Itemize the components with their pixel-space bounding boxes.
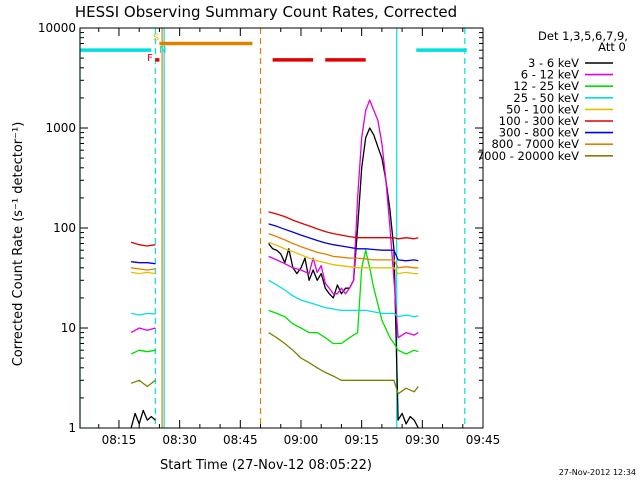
flag-label-night: N bbox=[159, 45, 166, 56]
series-line-segment bbox=[130, 409, 156, 429]
legend-label: 3 - 6 keV bbox=[528, 56, 579, 70]
series-line-segment bbox=[130, 327, 156, 334]
flag-label-flare: F bbox=[147, 53, 153, 64]
series-7000-20000-kev bbox=[130, 332, 419, 395]
plot-frame bbox=[79, 27, 484, 429]
legend-header-line-1: Det 1,3,5,6,7,9, bbox=[538, 29, 628, 43]
x-tick-label: 09:15 bbox=[344, 433, 379, 447]
series-line-segment bbox=[268, 249, 419, 355]
x-axis-title: Start Time (27-Nov-12 08:05:22) bbox=[160, 458, 372, 473]
legend-label: 300 - 800 keV bbox=[499, 126, 579, 140]
y-tick-label: 10 bbox=[61, 321, 76, 335]
legend-label: 800 - 7000 keV bbox=[491, 137, 579, 151]
legend-label: 7000 - 20000 keV bbox=[477, 149, 579, 163]
series-line-segment bbox=[268, 99, 419, 339]
series-line-segment bbox=[268, 211, 419, 240]
flag-label-saa: S bbox=[153, 32, 159, 43]
series-line-segment bbox=[130, 379, 156, 388]
x-tick-label: 08:30 bbox=[162, 433, 197, 447]
series-line-segment bbox=[268, 241, 419, 275]
series-300-800-kev bbox=[131, 223, 419, 265]
x-tick-label: 08:15 bbox=[102, 433, 137, 447]
flags-layer: SNF bbox=[80, 32, 467, 64]
series-line-segment bbox=[268, 332, 419, 395]
series-line-segment bbox=[130, 241, 156, 247]
legend-label: 6 - 12 keV bbox=[521, 68, 579, 82]
x-tick-label: 08:45 bbox=[223, 433, 258, 447]
legend-label: 12 - 25 keV bbox=[513, 79, 579, 93]
series-line-segment bbox=[130, 312, 156, 316]
series-800-7000-kev bbox=[131, 232, 419, 271]
series-line-segment bbox=[268, 232, 419, 269]
y-tick-label: 10000 bbox=[38, 21, 76, 35]
series-line-segment bbox=[268, 279, 419, 318]
legend-label: 100 - 300 keV bbox=[499, 114, 579, 128]
legend-label: 25 - 50 keV bbox=[513, 91, 579, 105]
series-6-12-kev bbox=[130, 99, 419, 339]
series-line-segment bbox=[268, 223, 419, 262]
x-tick-label: 09:00 bbox=[284, 433, 319, 447]
series-line-segment bbox=[131, 261, 156, 265]
tick-layer: 1 10 100 1000 10000 08:15 08:30 08:45 09:00 09:15… bbox=[38, 21, 500, 447]
series-line-segment bbox=[130, 349, 156, 355]
series-line-segment bbox=[131, 267, 156, 271]
x-tick-label: 09:30 bbox=[405, 433, 440, 447]
series-12-25-kev bbox=[130, 249, 419, 355]
x-tick-label: 09:45 bbox=[466, 433, 501, 447]
series-100-300-kev bbox=[130, 211, 419, 247]
timestamp-footer: 27-Nov-2012 12:34 bbox=[559, 468, 636, 477]
y-tick-label: 100 bbox=[53, 221, 76, 235]
series-layer bbox=[130, 99, 419, 429]
series-50-100-kev bbox=[131, 241, 419, 275]
y-axis-title: Corrected Count Rate (s⁻¹ detector⁻¹) bbox=[11, 122, 26, 367]
chart-title: HESSI Observing Summary Count Rates, Cor… bbox=[75, 3, 457, 21]
legend-header-line-2: Att 0 bbox=[598, 40, 626, 54]
y-tick-label: 1000 bbox=[45, 121, 76, 135]
legend-label: 50 - 100 keV bbox=[506, 102, 579, 116]
series-25-50-kev bbox=[130, 279, 419, 318]
y-tick-label: 1 bbox=[68, 421, 76, 435]
series-line-segment bbox=[131, 271, 156, 275]
